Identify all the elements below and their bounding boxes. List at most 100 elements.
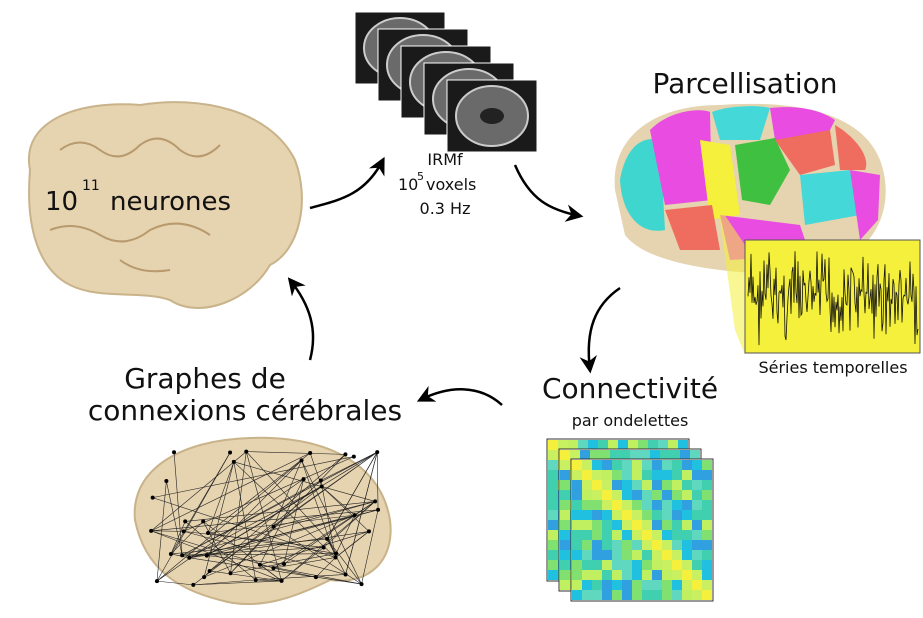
matrix-cell	[632, 590, 642, 600]
matrix-cell	[662, 510, 672, 520]
graph-edge	[326, 452, 378, 540]
matrix-cell	[702, 560, 712, 570]
matrix-cell	[652, 490, 662, 500]
graph-edge	[255, 579, 282, 582]
graph-edge	[230, 454, 346, 574]
matrix-cell	[582, 510, 592, 520]
fmri-rate: 0.3 Hz	[420, 199, 471, 218]
matrix-cell	[630, 450, 640, 460]
graph-node	[352, 513, 357, 518]
graph-node	[271, 524, 276, 529]
matrix-cell	[560, 580, 570, 590]
mri-ventricle	[480, 108, 504, 124]
matrix-cell	[702, 590, 712, 600]
matrix-cell	[668, 440, 678, 450]
graph-node	[172, 450, 177, 455]
graph-edge	[151, 509, 379, 532]
graph-edge	[182, 501, 376, 556]
matrix-cell	[592, 590, 602, 600]
graph-node	[366, 529, 371, 534]
matrix-cell	[612, 540, 622, 550]
graph-edges	[149, 449, 381, 587]
graph-edge	[170, 553, 190, 559]
matrix-cell	[572, 500, 582, 510]
matrix-cell	[560, 550, 570, 560]
graph-node	[207, 568, 212, 573]
matrix-cell	[702, 580, 712, 590]
matrix-cell	[692, 470, 702, 480]
matrix-cell	[682, 560, 692, 570]
graph-edge	[335, 531, 370, 558]
graph-node	[154, 579, 159, 584]
graph-edge	[230, 451, 247, 574]
graph-edge	[183, 456, 354, 532]
matrix-cell	[560, 570, 570, 580]
matrix-cell	[602, 520, 612, 530]
matrix-cell	[612, 570, 622, 580]
graph-node	[164, 479, 169, 484]
graph-edge	[321, 486, 370, 532]
matrix-cell	[662, 500, 672, 510]
matrix-cell	[622, 530, 632, 540]
matrix-cell	[692, 540, 702, 550]
matrix-cell	[652, 500, 662, 510]
matrix-cell	[672, 520, 682, 530]
matrix-cell	[662, 570, 672, 580]
matrix-cell	[702, 480, 712, 490]
matrix-cell	[612, 550, 622, 560]
matrix-cell	[672, 500, 682, 510]
matrix-cell	[638, 440, 648, 450]
matrix-cell	[692, 520, 702, 530]
matrix-cell	[672, 470, 682, 480]
graph-edge	[361, 509, 379, 585]
graph-node	[150, 495, 155, 500]
graph-node	[376, 507, 381, 512]
matrix-cell	[592, 580, 602, 590]
matrix-cell	[612, 520, 622, 530]
matrix-cell	[642, 470, 652, 480]
matrix-cell	[682, 540, 692, 550]
graph-edge	[193, 579, 256, 586]
matrix-cell	[622, 520, 632, 530]
matrix-cell	[602, 500, 612, 510]
matrix-cell	[648, 440, 658, 450]
connectivity-matrices	[546, 438, 714, 602]
graph-edge	[151, 530, 282, 582]
matrix-cell	[682, 550, 692, 560]
matrix-cell	[602, 590, 612, 600]
graph-edge	[376, 452, 379, 510]
matrix-cell	[692, 570, 702, 580]
graph-edge	[315, 557, 336, 578]
matrix-cell	[702, 530, 712, 540]
matrix-cell	[662, 540, 672, 550]
graph-edge	[152, 456, 354, 498]
matrix-cell	[682, 530, 692, 540]
matrix-cell	[548, 450, 558, 460]
matrix-cell	[572, 550, 582, 560]
matrix-cell	[662, 460, 672, 470]
matrix-cell	[592, 540, 602, 550]
matrix-cell	[592, 550, 602, 560]
matrix-cell	[602, 530, 612, 540]
matrix-cell	[692, 530, 702, 540]
matrix-cell	[622, 590, 632, 600]
matrix-cell	[560, 450, 570, 460]
matrix-cell	[558, 440, 568, 450]
matrix-cell	[632, 470, 642, 480]
matrix-cell	[632, 500, 642, 510]
matrix-cell	[652, 470, 662, 480]
matrix-cell	[572, 480, 582, 490]
graph-node	[325, 536, 330, 541]
matrix-cell	[622, 580, 632, 590]
graph-edge	[273, 501, 376, 528]
matrix-cell	[632, 530, 642, 540]
matrix-cell	[652, 580, 662, 590]
graph-node	[321, 545, 326, 550]
graph-edge	[185, 521, 256, 581]
matrix-cell	[632, 540, 642, 550]
matrix-cell	[682, 580, 692, 590]
matrix-cell	[632, 520, 642, 530]
matrix-cell	[622, 500, 632, 510]
matrix-cell	[592, 510, 602, 520]
matrix-cell	[548, 550, 558, 560]
